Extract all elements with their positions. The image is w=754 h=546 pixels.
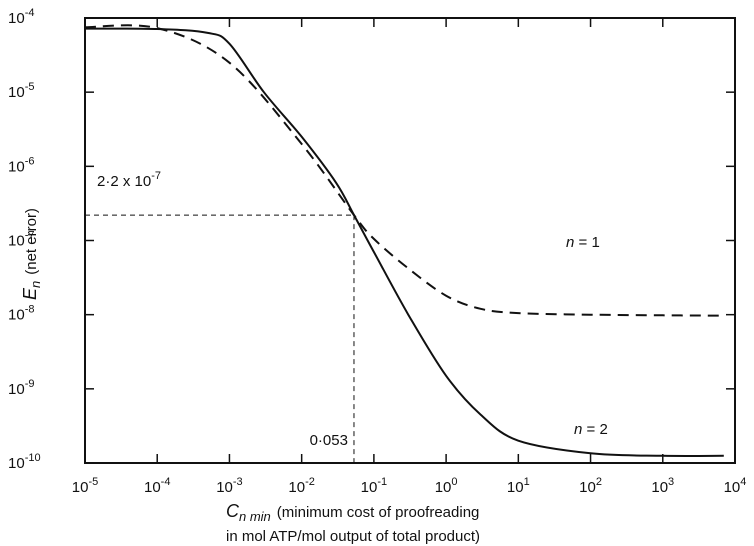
y-tick-label: 10-7 bbox=[8, 230, 34, 250]
x-tick-label: 10-3 bbox=[216, 476, 242, 496]
x-tick-label: 102 bbox=[579, 476, 602, 496]
series-line-2 bbox=[84, 27, 724, 457]
crossover-x-value: 0·053 bbox=[310, 432, 348, 449]
x-tick-label: 104 bbox=[724, 476, 747, 496]
x-axis-ticks: 10-5 10-4 10-3 10-2 10-1 100 101 102 103 104 bbox=[72, 18, 747, 496]
plot-frame bbox=[84, 17, 736, 464]
x-axis-label-line1: Cn min (minimum cost of proofreading bbox=[226, 501, 479, 524]
series-label-2: n = 2 bbox=[574, 421, 608, 438]
y-tick-label: 10-6 bbox=[8, 155, 34, 175]
x-tick-label: 10-5 bbox=[72, 476, 98, 496]
x-tick-label: 103 bbox=[651, 476, 674, 496]
crossover-y-value: 2·2 x 10-7 bbox=[97, 170, 161, 190]
x-tick-label: 10-2 bbox=[288, 476, 314, 496]
x-tick-label: 101 bbox=[507, 476, 530, 496]
crossover-guides bbox=[85, 214, 355, 463]
y-tick-label: 10-10 bbox=[8, 452, 41, 472]
series-curves bbox=[84, 24, 724, 457]
x-axis-label-line2: in mol ATP/mol output of total product) bbox=[226, 528, 480, 545]
chart-labels: 2·2 x 10-7 0·053 n = 1 n = 2 En(net error) Cn… bbox=[20, 170, 608, 545]
y-tick-label: 10-9 bbox=[8, 378, 34, 398]
y-tick-label: 10-5 bbox=[8, 81, 34, 101]
x-tick-label: 10-1 bbox=[361, 476, 387, 496]
x-tick-label: 100 bbox=[435, 476, 458, 496]
x-tick-label: 10-4 bbox=[144, 476, 170, 496]
y-axis-ticks: 10-4 10-5 10-6 10-7 10-8 10-9 10-10 bbox=[8, 7, 735, 472]
y-tick-label: 10-4 bbox=[8, 7, 34, 27]
series-label-1: n = 1 bbox=[566, 234, 600, 251]
series-line-1 bbox=[84, 24, 724, 317]
y-tick-label: 10-8 bbox=[8, 304, 34, 324]
y-axis-label: En(net error) bbox=[20, 208, 43, 300]
